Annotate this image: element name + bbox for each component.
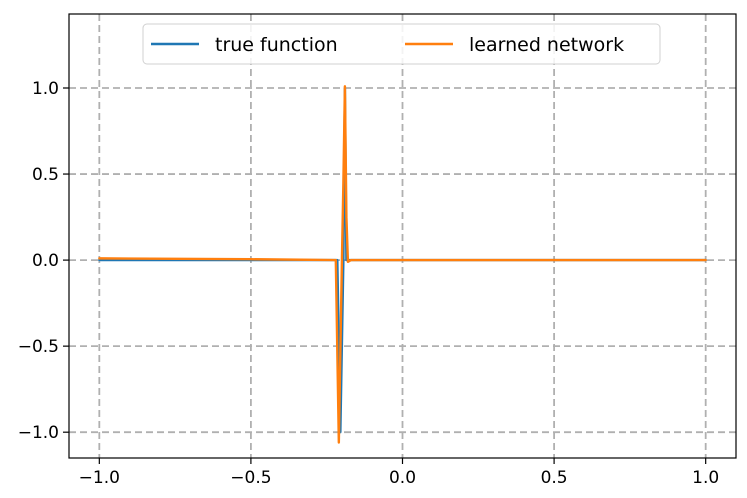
legend: true function learned network [142,23,661,65]
y-tick-label: 0.5 [32,165,59,185]
x-tick-label: 0.5 [541,468,568,488]
y-tick-label: −0.5 [18,337,59,357]
legend-label: true function [215,34,338,56]
x-tick-label: 0.0 [389,468,416,488]
y-tick-label: 0.0 [32,251,59,271]
x-tick-label: −1.0 [79,468,120,488]
axis-ticks: −1.0 −0.5 0.0 0.5 1.0 −1.0 −0.5 0.0 0.5 1.0 [18,79,719,488]
legend-label: learned network [469,34,624,56]
legend-box [142,23,661,65]
x-tick-label: −0.5 [230,468,271,488]
y-tick-label: 1.0 [32,79,59,99]
series-group [98,85,707,444]
y-tick-label: −1.0 [18,423,59,443]
series-line-learned-network [98,85,707,444]
x-tick-label: 1.0 [692,468,719,488]
